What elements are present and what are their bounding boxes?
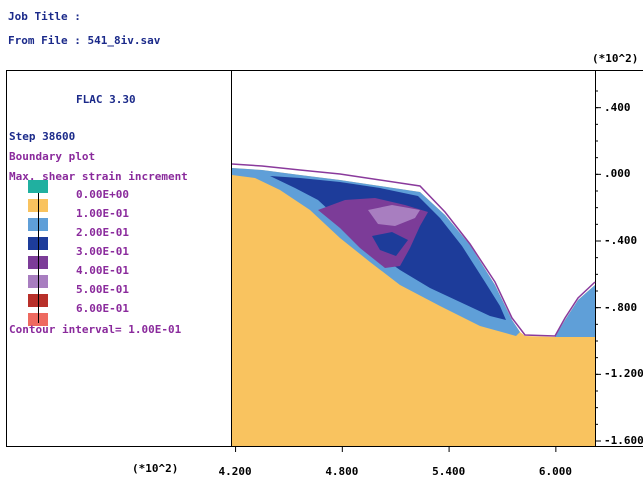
legend-stem bbox=[38, 193, 39, 323]
x-tick-label: 5.400 bbox=[432, 465, 466, 478]
field-0.3-pocket bbox=[372, 232, 408, 256]
legend-swatch bbox=[28, 180, 48, 193]
panel-divider bbox=[231, 70, 232, 446]
y-tick-label: .400 bbox=[604, 100, 631, 114]
legend-label: 5.00E-01 bbox=[76, 283, 129, 296]
boundary-line bbox=[231, 163, 596, 337]
legend-label: 4.00E-01 bbox=[76, 264, 129, 277]
x-tick-label: 4.800 bbox=[325, 465, 359, 478]
frame-left bbox=[6, 70, 7, 446]
y-multiplier: (*10^2) bbox=[592, 52, 639, 65]
frame-top bbox=[6, 70, 643, 71]
x-tick-label: 6.000 bbox=[538, 465, 572, 478]
y-tick-label: -.800 bbox=[604, 300, 638, 314]
legend-label: 6.00E-01 bbox=[76, 302, 129, 315]
contour-title: Max. shear strain increment bbox=[9, 170, 188, 183]
step-count: Step 38600 bbox=[9, 130, 76, 143]
field-0.1 bbox=[232, 168, 595, 446]
legend-label: 0.00E+00 bbox=[76, 188, 129, 201]
field-0.2b bbox=[555, 285, 595, 337]
boundary-label: Boundary plot bbox=[9, 150, 96, 163]
y-tick-label: -1.600 bbox=[604, 434, 643, 447]
frame-bottom bbox=[6, 446, 643, 447]
x-multiplier: (*10^2) bbox=[132, 462, 179, 475]
legend-label: 2.00E-01 bbox=[76, 226, 129, 239]
y-tick-label: -.400 bbox=[604, 234, 638, 247]
field-0.5 bbox=[368, 205, 420, 226]
contour-interval: Contour interval= 1.00E-01 bbox=[9, 323, 182, 336]
y-tick-label: -1.200 bbox=[604, 367, 643, 381]
source-file: From File : 541_8iv.sav bbox=[8, 34, 161, 47]
legend-label: 3.00E-01 bbox=[76, 245, 129, 258]
legend-label: 1.00E-01 bbox=[76, 207, 129, 220]
x-tick-label: 4.200 bbox=[218, 465, 252, 478]
job-title: Job Title : bbox=[8, 10, 81, 23]
y-tick-label: .000 bbox=[604, 167, 631, 181]
program-name: FLAC 3.30 bbox=[76, 93, 136, 106]
